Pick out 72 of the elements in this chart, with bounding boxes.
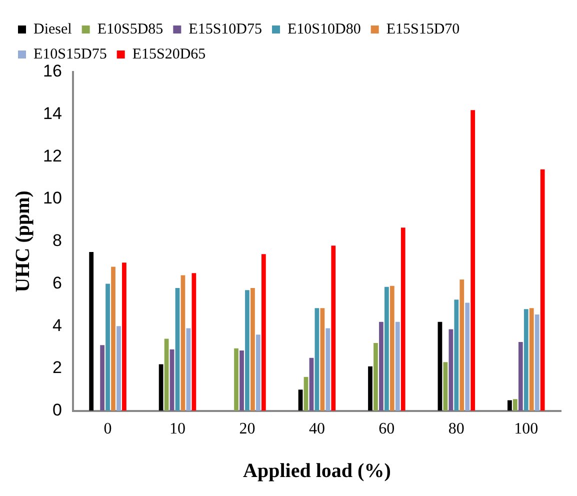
bar bbox=[438, 322, 442, 411]
bar bbox=[309, 358, 314, 411]
bar bbox=[116, 326, 121, 411]
bar bbox=[256, 334, 260, 411]
bar bbox=[240, 350, 244, 411]
bar bbox=[180, 275, 186, 411]
bar bbox=[175, 288, 180, 411]
bar bbox=[122, 262, 126, 411]
bar bbox=[540, 169, 545, 411]
bar bbox=[331, 246, 336, 411]
bar bbox=[245, 290, 250, 411]
bar bbox=[111, 266, 116, 411]
bar bbox=[524, 309, 528, 411]
bar bbox=[448, 329, 454, 411]
bar bbox=[250, 288, 255, 411]
bar bbox=[314, 308, 320, 411]
legend-label: E10S15D75 bbox=[34, 46, 107, 62]
x-tick-label: 20 bbox=[239, 420, 256, 438]
legend-label: E15S20D65 bbox=[132, 46, 206, 62]
bar bbox=[261, 254, 266, 411]
bar bbox=[518, 342, 523, 411]
bar bbox=[89, 252, 94, 411]
legend-label: E15S10D75 bbox=[188, 21, 262, 38]
x-tick-label: 40 bbox=[308, 420, 325, 438]
y-tick-label: 0 bbox=[52, 400, 62, 420]
bar bbox=[320, 308, 325, 411]
bar bbox=[390, 286, 394, 411]
bar bbox=[534, 314, 540, 411]
bar bbox=[192, 273, 196, 411]
bar bbox=[186, 328, 191, 411]
y-tick-label: 8 bbox=[52, 231, 62, 250]
bar bbox=[379, 322, 384, 411]
x-tick-label: 80 bbox=[448, 420, 464, 438]
x-tick-label: 100 bbox=[514, 420, 538, 438]
x-tick-label: 10 bbox=[170, 420, 186, 438]
bar bbox=[460, 280, 464, 411]
bar bbox=[529, 308, 534, 411]
bar bbox=[106, 284, 110, 411]
bar bbox=[374, 343, 378, 411]
legend-label: E10S10D80 bbox=[287, 21, 361, 38]
bar bbox=[158, 364, 164, 411]
bar bbox=[368, 366, 372, 411]
y-tick-label: 6 bbox=[52, 273, 62, 292]
x-tick-label: 0 bbox=[104, 420, 112, 438]
bar bbox=[454, 300, 459, 411]
bar bbox=[234, 348, 238, 411]
bar bbox=[164, 338, 169, 411]
legend-label: E10S5D85 bbox=[97, 21, 164, 38]
bar bbox=[298, 390, 303, 411]
x-tick-label: 60 bbox=[378, 420, 395, 438]
bar bbox=[508, 400, 512, 411]
bar bbox=[395, 322, 400, 411]
y-tick-label: 12 bbox=[42, 146, 62, 166]
bar bbox=[100, 345, 104, 411]
bar bbox=[326, 328, 330, 411]
bar bbox=[512, 399, 518, 411]
y-tick-label: 16 bbox=[42, 62, 62, 81]
bar bbox=[465, 302, 470, 411]
y-axis-title: UHC (ppm) bbox=[12, 190, 34, 292]
y-tick-label: 14 bbox=[42, 104, 62, 124]
bar bbox=[304, 376, 308, 411]
bar bbox=[470, 110, 476, 411]
bar bbox=[170, 349, 174, 411]
y-tick-label: 2 bbox=[52, 358, 62, 378]
bar bbox=[400, 228, 406, 411]
y-tick-label: 4 bbox=[52, 316, 62, 335]
bar bbox=[443, 362, 448, 411]
bar bbox=[384, 286, 389, 411]
y-tick-label: 10 bbox=[42, 188, 62, 208]
x-axis-title: Applied load (%) bbox=[243, 460, 391, 482]
legend-label: Diesel bbox=[34, 21, 72, 38]
legend-label: E15S15D70 bbox=[386, 21, 460, 38]
